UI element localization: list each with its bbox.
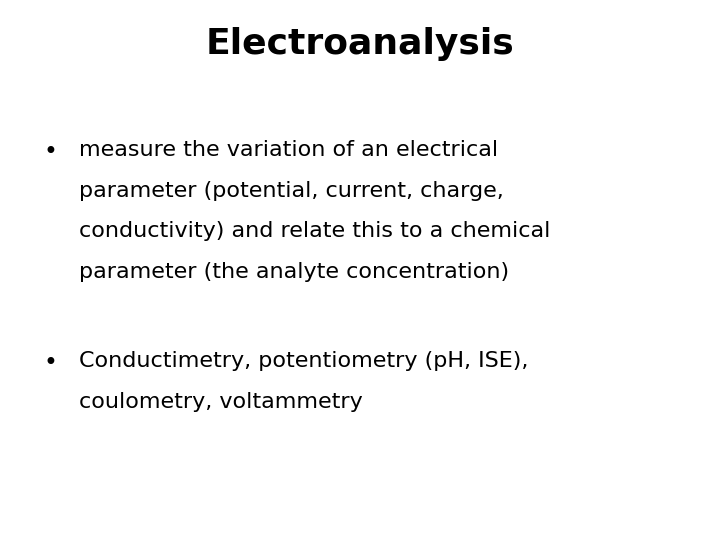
Text: •: • bbox=[43, 140, 57, 164]
Text: Conductimetry, potentiometry (pH, ISE),: Conductimetry, potentiometry (pH, ISE), bbox=[79, 351, 528, 371]
Text: coulometry, voltammetry: coulometry, voltammetry bbox=[79, 392, 363, 411]
Text: Electroanalysis: Electroanalysis bbox=[206, 27, 514, 61]
Text: parameter (potential, current, charge,: parameter (potential, current, charge, bbox=[79, 181, 504, 201]
Text: •: • bbox=[43, 351, 57, 375]
Text: parameter (the analyte concentration): parameter (the analyte concentration) bbox=[79, 262, 509, 282]
Text: measure the variation of an electrical: measure the variation of an electrical bbox=[79, 140, 498, 160]
Text: conductivity) and relate this to a chemical: conductivity) and relate this to a chemi… bbox=[79, 221, 551, 241]
